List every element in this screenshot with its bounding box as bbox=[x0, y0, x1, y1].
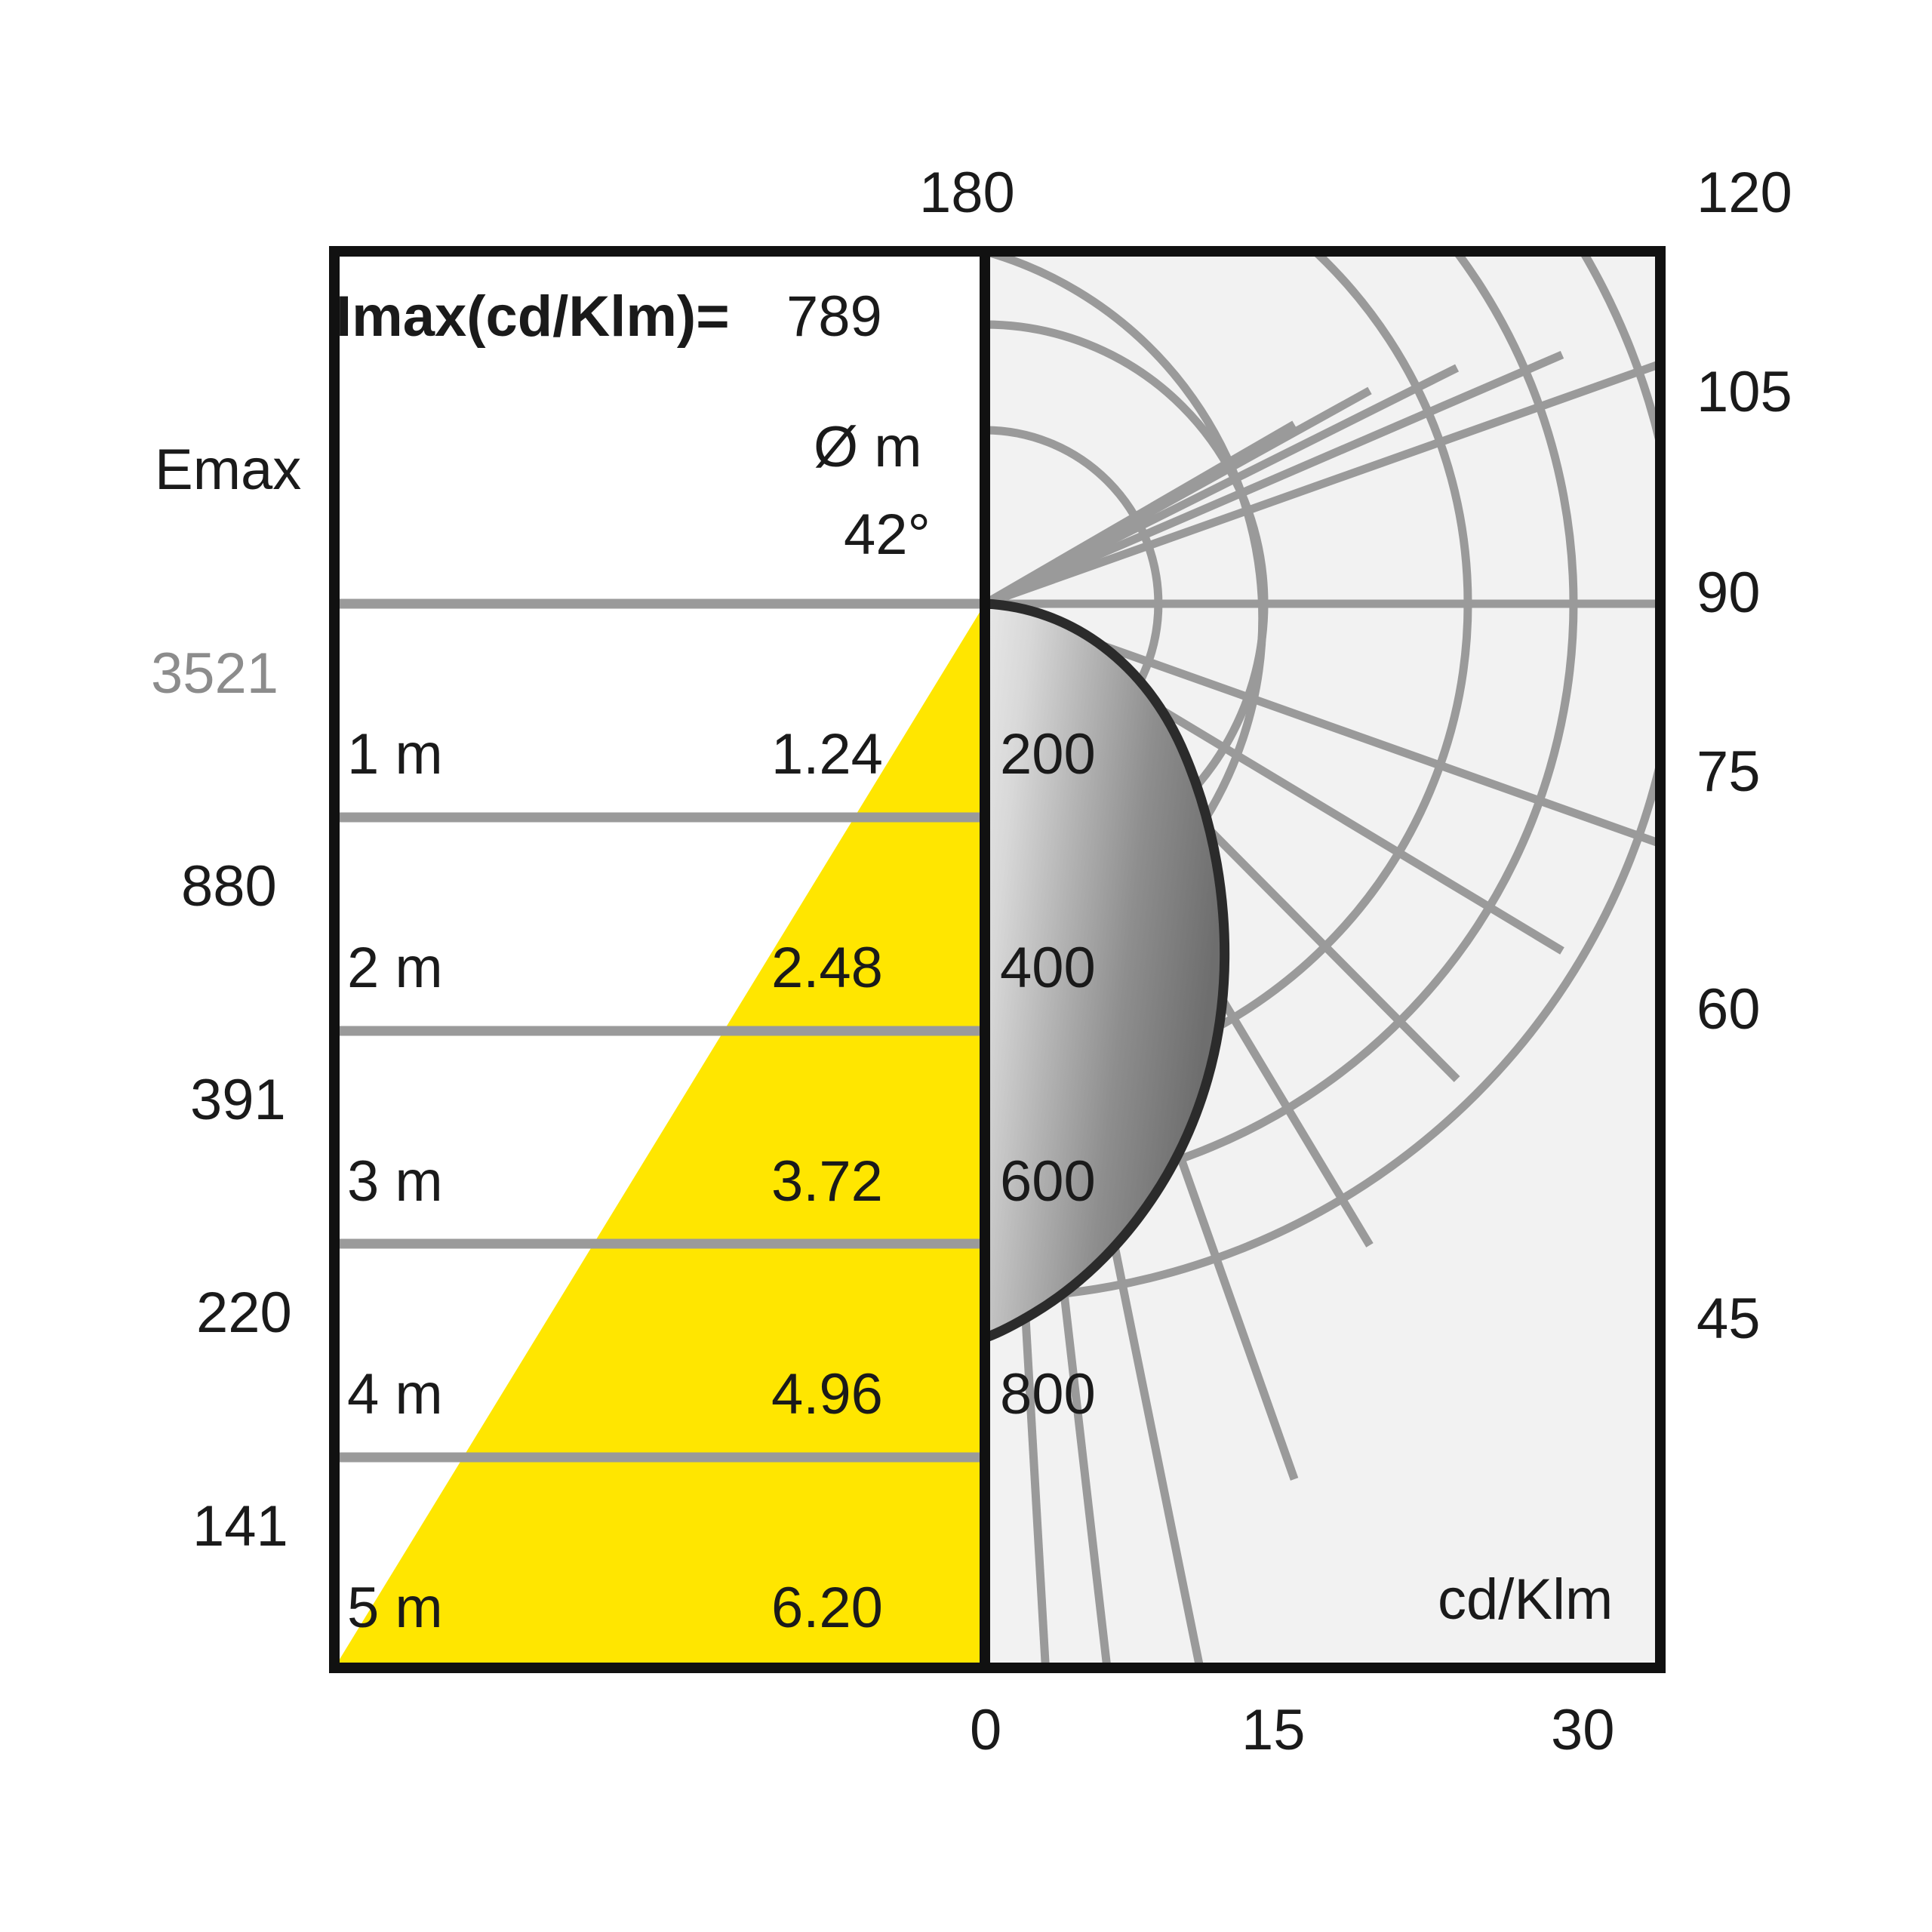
diameter-value-3m: 3.72 bbox=[771, 1149, 883, 1214]
distance-label-4m: 4 m bbox=[347, 1362, 443, 1426]
diameter-value-5m: 6.20 bbox=[771, 1576, 883, 1640]
beam-cone-shape bbox=[334, 604, 985, 1668]
distance-label-1m: 1 m bbox=[347, 722, 443, 786]
cone-panel bbox=[334, 251, 985, 1668]
intensity-scale-400: 400 bbox=[1000, 936, 1096, 1000]
beam-diameter-header: Ø m bbox=[814, 415, 922, 479]
distance-label-2m: 2 m bbox=[347, 936, 443, 1000]
emax-value-3m: 391 bbox=[190, 1068, 286, 1132]
intensity-scale-200: 200 bbox=[1000, 722, 1096, 786]
unit-label: cd/Klm bbox=[1438, 1567, 1614, 1632]
imax-label: Imax(cd/Klm)= bbox=[336, 285, 730, 349]
angle-label-90: 90 bbox=[1697, 561, 1761, 625]
row-separator-lines bbox=[334, 598, 985, 1463]
chart-frame bbox=[329, 246, 1666, 1673]
intensity-scale-600: 600 bbox=[1000, 1149, 1096, 1214]
intensity-distribution-curve bbox=[985, 598, 1230, 1343]
emax-value-2m: 880 bbox=[181, 854, 277, 918]
top-axis-label: 180 bbox=[919, 161, 1015, 225]
angle-label-60: 60 bbox=[1697, 977, 1761, 1041]
diameter-value-4m: 4.96 bbox=[771, 1362, 883, 1426]
diameter-value-2m: 2.48 bbox=[771, 936, 883, 1000]
angle-label-45: 45 bbox=[1697, 1287, 1761, 1351]
polar-panel bbox=[985, 251, 1660, 1668]
bottom-tick-30: 30 bbox=[1551, 1698, 1615, 1762]
beam-angle-header: 42° bbox=[844, 503, 931, 567]
angle-label-75: 75 bbox=[1697, 740, 1761, 804]
emax-value-5m: 141 bbox=[192, 1494, 288, 1558]
emax-value-4m: 220 bbox=[196, 1281, 292, 1345]
emax-header: Emax bbox=[155, 438, 302, 502]
intensity-scale-800: 800 bbox=[1000, 1362, 1096, 1426]
distance-label-3m: 3 m bbox=[347, 1149, 443, 1214]
emax-value-1m: 3521 bbox=[151, 641, 279, 706]
bottom-tick-0: 0 bbox=[970, 1698, 1002, 1762]
imax-value: 789 bbox=[786, 285, 882, 349]
diameter-value-1m: 1.24 bbox=[771, 722, 883, 786]
bottom-tick-15: 15 bbox=[1241, 1698, 1306, 1762]
angle-label-105: 105 bbox=[1697, 360, 1792, 424]
angle-label-120: 120 bbox=[1697, 161, 1792, 225]
distance-label-5m: 5 m bbox=[347, 1576, 443, 1640]
